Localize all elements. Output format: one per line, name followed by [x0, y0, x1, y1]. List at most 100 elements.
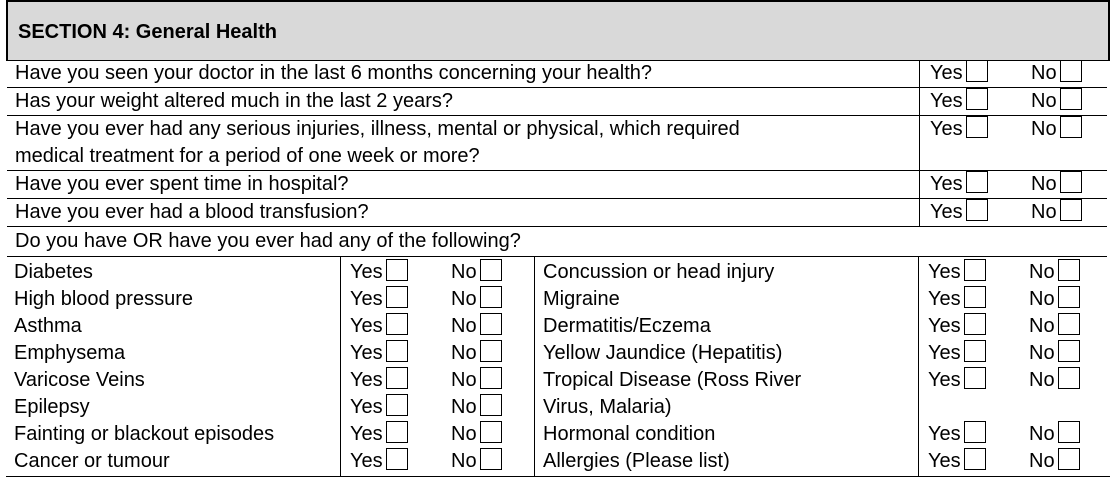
no-label: No [1029, 369, 1055, 391]
no-option: No [1031, 199, 1082, 225]
condition-label: Diabetes [14, 261, 93, 283]
yes-label: Yes [350, 396, 383, 418]
no-label: No [451, 288, 477, 310]
yes-checkbox[interactable] [965, 88, 988, 110]
no-checkbox[interactable] [479, 340, 502, 362]
yes-checkbox[interactable] [385, 313, 408, 335]
question-text: Have you ever had any serious injuries, … [15, 118, 740, 140]
yes-checkbox[interactable] [385, 367, 408, 389]
yes-no-cell: Yes No [919, 199, 1108, 226]
no-checkbox[interactable] [1059, 199, 1082, 221]
yes-label: Yes [928, 288, 961, 310]
yes-option: Yes [350, 340, 408, 366]
no-label: No [1029, 423, 1055, 445]
yes-checkbox[interactable] [963, 313, 986, 335]
no-checkbox[interactable] [479, 313, 502, 335]
no-checkbox[interactable] [479, 367, 502, 389]
no-label: No [1031, 173, 1057, 195]
yes-checkbox[interactable] [385, 259, 408, 281]
yes-checkbox[interactable] [385, 286, 408, 308]
yes-option: Yes [350, 286, 408, 312]
no-checkbox[interactable] [1057, 367, 1080, 389]
yes-label: Yes [928, 315, 961, 337]
yes-option: Yes [350, 259, 408, 285]
no-label: No [1031, 62, 1057, 84]
yes-checkbox[interactable] [965, 116, 988, 138]
no-checkbox[interactable] [479, 259, 502, 281]
yes-option: Yes [928, 286, 986, 312]
yes-label: Yes [350, 288, 383, 310]
no-checkbox[interactable] [1057, 421, 1080, 443]
yes-checkbox[interactable] [385, 394, 408, 416]
yes-checkbox[interactable] [963, 421, 986, 443]
no-option: No [451, 340, 502, 366]
yes-option: Yes [928, 448, 986, 474]
no-option: No [451, 259, 502, 285]
yes-label: Yes [350, 342, 383, 364]
no-option: No [1031, 116, 1082, 142]
column-divider [534, 257, 535, 476]
yes-checkbox[interactable] [385, 340, 408, 362]
no-checkbox[interactable] [1057, 448, 1080, 470]
no-checkbox[interactable] [1059, 171, 1082, 193]
no-label: No [1029, 450, 1055, 472]
no-checkbox[interactable] [1057, 340, 1080, 362]
yes-option: Yes [928, 367, 986, 393]
no-option: No [451, 394, 502, 420]
yes-checkbox[interactable] [965, 171, 988, 193]
no-label: No [1029, 261, 1055, 283]
yes-label: Yes [930, 62, 963, 84]
section-header: SECTION 4: General Health [6, 0, 1110, 61]
yes-option: Yes [928, 421, 986, 447]
condition-label: Cancer or tumour [14, 450, 170, 472]
no-option: No [1029, 313, 1080, 339]
yes-checkbox[interactable] [963, 286, 986, 308]
no-option: No [1029, 421, 1080, 447]
yes-checkbox[interactable] [965, 60, 988, 82]
no-checkbox[interactable] [1059, 88, 1082, 110]
yes-option: Yes [930, 88, 988, 114]
no-checkbox[interactable] [479, 421, 502, 443]
yes-option: Yes [350, 394, 408, 420]
question-text: Has your weight altered much in the last… [15, 90, 453, 112]
yes-checkbox[interactable] [965, 199, 988, 221]
yes-label: Yes [350, 423, 383, 445]
no-label: No [1031, 90, 1057, 112]
question-row: Have you ever had a blood transfusion? Y… [7, 199, 1107, 227]
yes-label: Yes [928, 261, 961, 283]
no-option: No [1029, 448, 1080, 474]
question-row: Have you ever spent time in hospital? Ye… [7, 171, 1107, 199]
condition-label: High blood pressure [14, 288, 193, 310]
question-text: Have you ever had a blood transfusion? [15, 201, 369, 223]
no-checkbox[interactable] [1059, 60, 1082, 82]
conditions-list: Diabetes High blood pressure Asthma Emph… [6, 257, 1106, 476]
yes-option: Yes [928, 259, 986, 285]
subheading-row: Do you have OR have you ever had any of … [7, 227, 1107, 257]
table-bottom-border [6, 476, 1110, 477]
no-checkbox[interactable] [1057, 259, 1080, 281]
no-checkbox[interactable] [1057, 286, 1080, 308]
condition-label: Asthma [14, 315, 82, 337]
yes-checkbox[interactable] [963, 448, 986, 470]
question-text-continued: medical treatment for a period of one we… [15, 145, 480, 167]
no-label: No [1029, 315, 1055, 337]
no-label: No [451, 369, 477, 391]
yes-option: Yes [350, 421, 408, 447]
column-divider [340, 257, 341, 476]
no-checkbox[interactable] [479, 286, 502, 308]
yes-option: Yes [350, 313, 408, 339]
yes-checkbox[interactable] [385, 421, 408, 443]
yes-option: Yes [350, 367, 408, 393]
yes-checkbox[interactable] [385, 448, 408, 470]
no-checkbox[interactable] [1057, 313, 1080, 335]
condition-label: Epilepsy [14, 396, 90, 418]
yes-checkbox[interactable] [963, 340, 986, 362]
no-label: No [451, 261, 477, 283]
no-checkbox[interactable] [479, 448, 502, 470]
no-checkbox[interactable] [479, 394, 502, 416]
no-checkbox[interactable] [1059, 116, 1082, 138]
yes-checkbox[interactable] [963, 367, 986, 389]
yes-checkbox[interactable] [963, 259, 986, 281]
no-option: No [1031, 88, 1082, 114]
yes-option: Yes [930, 199, 988, 225]
